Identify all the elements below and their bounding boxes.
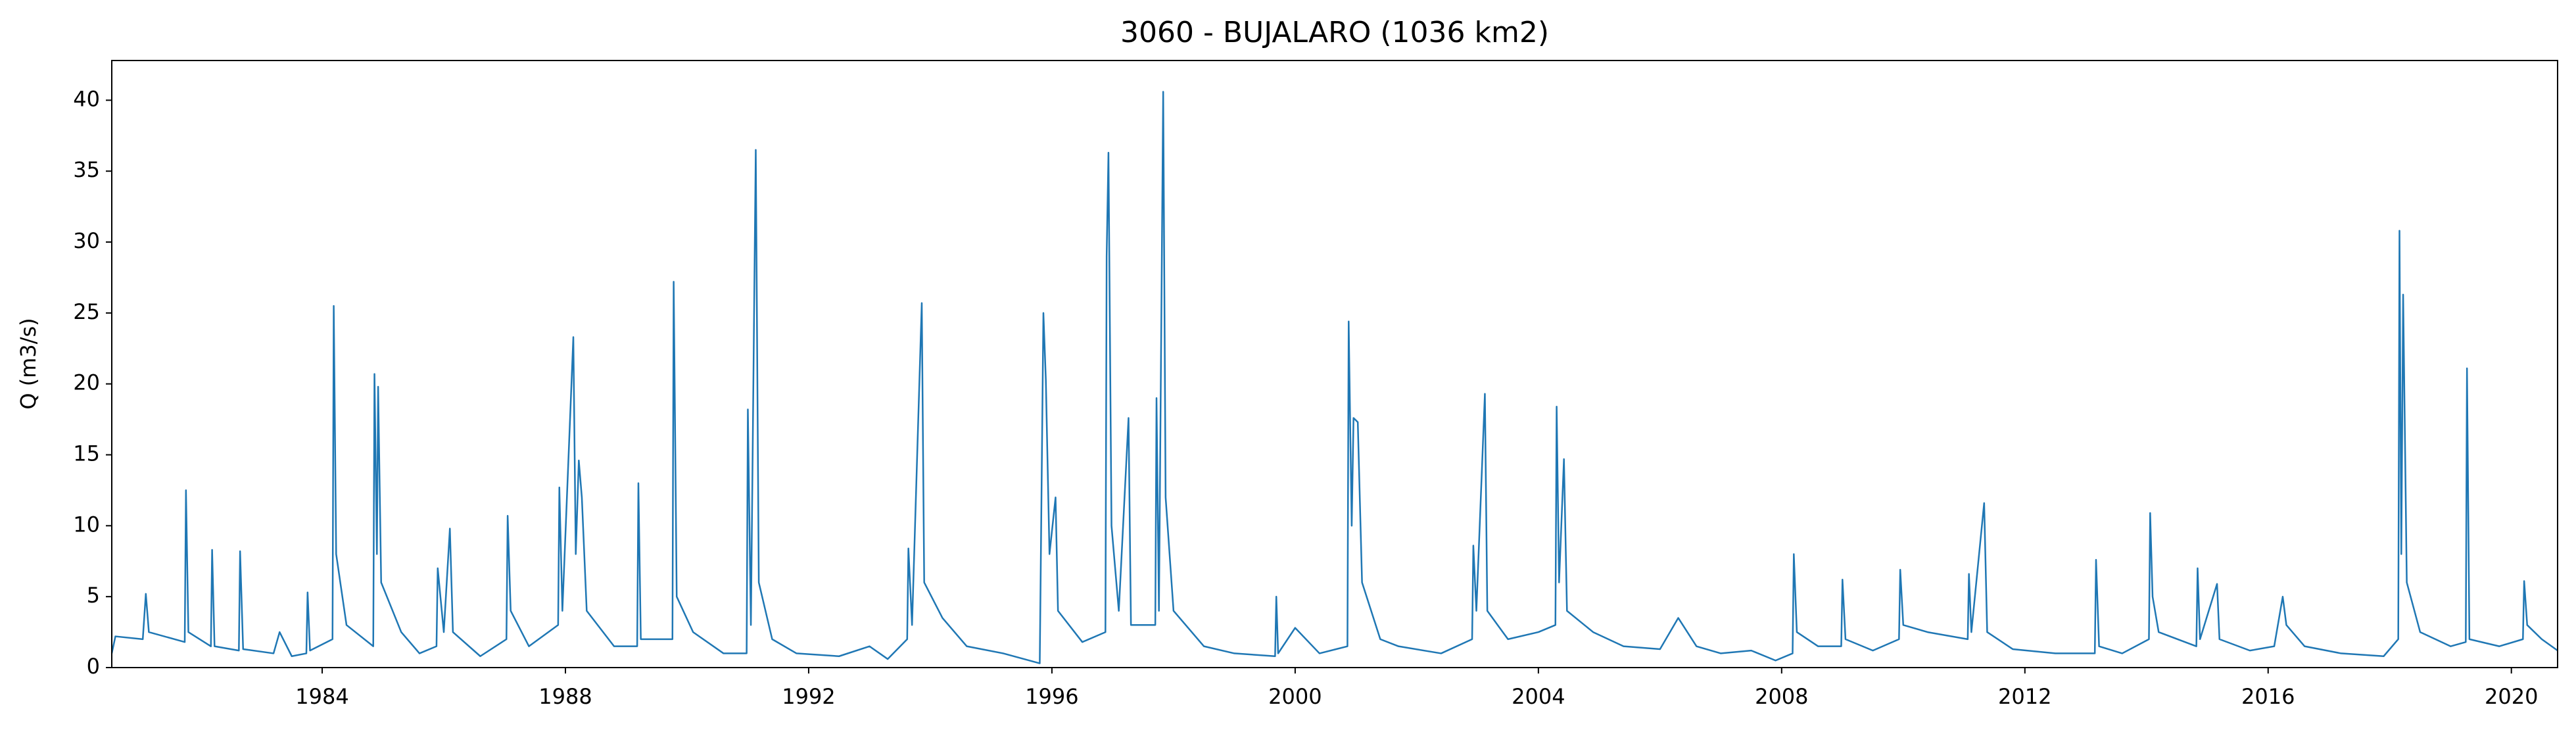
y-tick-label: 30 <box>73 228 100 253</box>
chart-title: 3060 - BUJALARO (1036 km2) <box>1120 16 1549 49</box>
y-tick-label: 25 <box>73 299 100 324</box>
x-tick-label: 2012 <box>1998 684 2051 709</box>
y-tick-label: 0 <box>87 654 100 679</box>
y-tick-label: 5 <box>87 583 100 608</box>
y-tick-label: 10 <box>73 512 100 537</box>
x-tick-label: 1996 <box>1025 684 1078 709</box>
y-tick-label: 40 <box>73 86 100 111</box>
x-tick-label: 2020 <box>2485 684 2538 709</box>
y-tick-label: 20 <box>73 370 100 395</box>
x-tick-label: 2016 <box>2241 684 2295 709</box>
x-tick-label: 2000 <box>1268 684 1322 709</box>
y-tick-label: 15 <box>73 441 100 466</box>
x-tick-label: 1984 <box>295 684 348 709</box>
x-tick-label: 2008 <box>1755 684 1808 709</box>
y-tick-label: 35 <box>73 157 100 182</box>
x-tick-label: 1988 <box>538 684 592 709</box>
y-axis-label: Q (m3/s) <box>16 318 41 409</box>
x-tick-label: 1992 <box>782 684 835 709</box>
plot-frame <box>111 60 2558 668</box>
x-tick-label: 2004 <box>1512 684 1565 709</box>
data-line <box>110 91 2558 664</box>
